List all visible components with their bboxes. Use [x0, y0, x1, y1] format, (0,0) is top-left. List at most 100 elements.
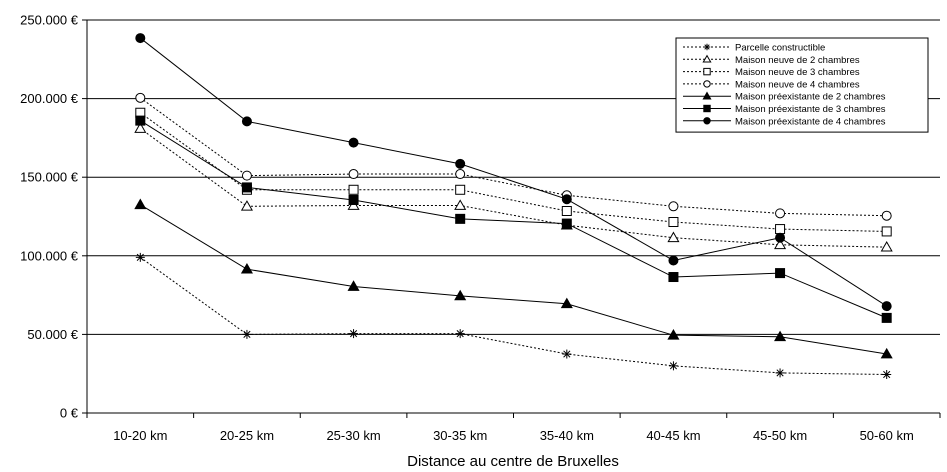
legend-item: Maison préexistante de 2 chambres: [683, 91, 886, 103]
data-point: [881, 210, 892, 221]
data-point: [775, 232, 786, 243]
y-tick-label: 100.000 €: [20, 248, 79, 263]
series-line: [140, 128, 887, 248]
data-point: [774, 330, 787, 342]
data-point: [561, 218, 572, 229]
series-5: [134, 198, 893, 359]
series-line: [140, 120, 887, 319]
y-tick-label: 50.000 €: [27, 327, 78, 342]
series-4: [135, 92, 892, 221]
data-point: [668, 201, 679, 212]
data-point: [703, 80, 711, 88]
data-point: [775, 268, 786, 279]
data-point: [775, 368, 785, 378]
data-point: [348, 137, 359, 148]
x-tick-label: 50-60 km: [860, 428, 914, 443]
series-line: [140, 37, 887, 307]
data-point: [703, 43, 711, 51]
y-tick-label: 250.000 €: [20, 13, 79, 28]
y-tick-label: 150.000 €: [20, 170, 79, 185]
data-point: [561, 205, 572, 216]
data-point: [135, 92, 146, 103]
legend-item: Parcelle constructible: [683, 43, 825, 54]
data-point: [703, 104, 711, 113]
legend-item: Maison neuve de 4 chambres: [683, 79, 860, 90]
data-point: [241, 170, 252, 181]
legend-label: Maison neuve de 2 chambres: [735, 55, 860, 66]
legend-label: Parcelle constructible: [735, 43, 825, 54]
series-1: [135, 252, 892, 379]
x-tick-label: 45-50 km: [753, 428, 807, 443]
series-6: [135, 115, 892, 323]
data-point: [881, 301, 892, 312]
data-point: [455, 213, 466, 224]
data-point: [241, 182, 252, 193]
y-axis-ticks: 0 € 50.000 € 100.000 € 150.000 € 200.000 € 25…: [20, 13, 87, 421]
data-point: [668, 217, 679, 228]
y-tick-label: 0 €: [60, 406, 79, 421]
data-point: [561, 194, 572, 205]
data-point: [134, 122, 147, 133]
legend-item: Maison préexistante de 3 chambres: [683, 104, 886, 115]
data-point: [667, 329, 680, 340]
series-line: [140, 97, 887, 217]
x-axis-ticks: 10-20 km 20-25 km 25-30 km 30-35 km 35-40 km…: [86, 413, 941, 443]
x-tick-label: 25-30 km: [326, 428, 380, 443]
data-point: [775, 224, 786, 235]
data-point: [242, 329, 252, 339]
data-point: [668, 361, 678, 371]
data-point: [455, 169, 466, 180]
data-point: [348, 194, 359, 205]
data-point: [702, 54, 712, 63]
data-point: [135, 33, 146, 44]
data-point: [881, 312, 892, 323]
data-point: [135, 115, 146, 126]
series-line: [140, 204, 887, 355]
data-point: [703, 67, 711, 76]
data-point: [775, 208, 786, 219]
series-7: [135, 33, 892, 312]
data-point: [667, 231, 680, 243]
data-point: [455, 329, 465, 339]
data-point: [240, 262, 253, 274]
x-tick-label: 30-35 km: [433, 428, 487, 443]
data-point: [348, 184, 359, 195]
data-point: [347, 280, 360, 291]
data-point: [702, 91, 712, 100]
x-tick-label: 20-25 km: [220, 428, 274, 443]
data-point: [881, 226, 892, 237]
legend-label: Maison préexistante de 4 chambres: [735, 116, 886, 127]
legend-label: Maison préexistante de 2 chambres: [735, 92, 886, 103]
data-point: [560, 297, 573, 309]
series-line: [140, 256, 887, 375]
data-point: [562, 349, 572, 359]
data-point: [135, 252, 145, 262]
data-point: [668, 272, 679, 283]
legend-box: [675, 37, 929, 133]
data-point: [454, 199, 467, 210]
data-point: [348, 169, 359, 180]
x-tick-label: 10-20 km: [113, 428, 167, 443]
data-point: [880, 347, 893, 359]
x-tick-label: 35-40 km: [540, 428, 594, 443]
data-point: [882, 369, 892, 379]
data-point: [455, 184, 466, 195]
data-point: [455, 158, 466, 169]
y-tick-label: 200.000 €: [20, 91, 79, 106]
data-point: [668, 255, 679, 266]
series-group: [134, 33, 893, 379]
data-point: [774, 238, 787, 250]
x-axis-title: Distance au centre de Bruxelles: [407, 453, 619, 470]
data-point: [240, 200, 253, 211]
data-point: [454, 289, 467, 301]
data-point: [349, 329, 359, 339]
legend-item: Maison neuve de 2 chambres: [683, 54, 860, 66]
legend-label: Maison neuve de 3 chambres: [735, 67, 860, 78]
legend-item: Maison préexistante de 4 chambres: [683, 116, 886, 127]
data-point: [241, 116, 252, 127]
data-point: [134, 198, 147, 210]
x-tick-label: 40-45 km: [646, 428, 700, 443]
data-point: [703, 117, 711, 125]
